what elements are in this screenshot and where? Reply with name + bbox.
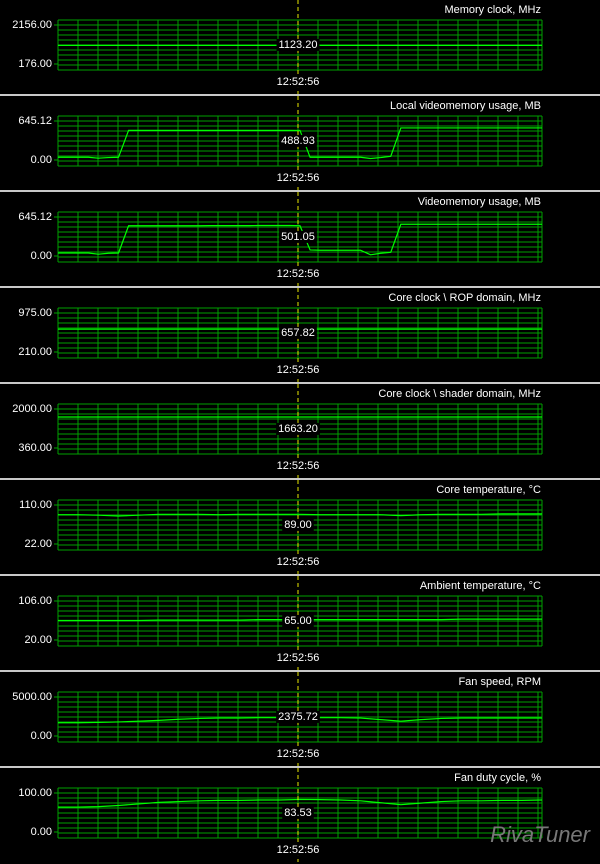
trace bbox=[58, 223, 542, 256]
graph-panel: 176.00 2156.00 Memory clock, MHz 1123.20 12:… bbox=[0, 0, 600, 96]
trace bbox=[58, 513, 542, 517]
cursor-time: 12:52:56 bbox=[277, 172, 320, 184]
cursor-value: 89.00 bbox=[284, 519, 312, 531]
y-tick-label: 975.00 bbox=[18, 307, 52, 319]
graph-panel: 0.00 645.12 Local videomemory usage, MB 488… bbox=[0, 96, 600, 192]
cursor-time: 12:52:56 bbox=[277, 556, 320, 568]
y-tick-label: 645.12 bbox=[18, 115, 52, 127]
label-background bbox=[279, 134, 317, 147]
label-background bbox=[274, 555, 322, 568]
label-background bbox=[274, 651, 322, 664]
watermark: RivaTuner bbox=[490, 822, 592, 847]
graph-title: Core temperature, °C bbox=[436, 484, 541, 496]
graph-panel: 360.00 2000.00 Core clock \ shader domain,… bbox=[0, 384, 600, 480]
cursor-time: 12:52:56 bbox=[277, 844, 320, 856]
cursor-value: 1663.20 bbox=[278, 423, 318, 435]
label-background bbox=[274, 459, 322, 472]
trace bbox=[58, 798, 543, 808]
graph-title: Core clock \ shader domain, MHz bbox=[378, 388, 541, 400]
y-tick-label: 2000.00 bbox=[12, 403, 52, 415]
label-background bbox=[282, 614, 314, 627]
y-tick-label: 645.12 bbox=[18, 211, 52, 223]
label-background bbox=[274, 747, 322, 760]
label-background bbox=[276, 38, 320, 51]
y-tick-label: 360.00 bbox=[18, 442, 52, 454]
graph-title: Local videomemory usage, MB bbox=[390, 100, 541, 112]
trace bbox=[58, 127, 542, 160]
cursor-time: 12:52:56 bbox=[277, 364, 320, 376]
graph-title: Fan speed, RPM bbox=[458, 676, 541, 688]
y-tick-label: 2156.00 bbox=[12, 19, 52, 31]
y-tick-label: 0.00 bbox=[31, 826, 52, 838]
cursor-value: 2375.72 bbox=[278, 711, 318, 723]
y-tick-label: 210.00 bbox=[18, 346, 52, 358]
label-background bbox=[282, 806, 314, 819]
label-background bbox=[274, 843, 322, 856]
cursor-time: 12:52:56 bbox=[277, 76, 320, 88]
label-background bbox=[274, 363, 322, 376]
cursor-value: 657.82 bbox=[281, 327, 315, 339]
cursor-time: 12:52:56 bbox=[277, 460, 320, 472]
cursor-value: 1123.20 bbox=[279, 39, 318, 51]
graph-panel: 20.00 106.00 Ambient temperature, °C 65.00 1… bbox=[0, 576, 600, 672]
label-background bbox=[279, 326, 317, 339]
label-background bbox=[274, 171, 322, 184]
y-tick-label: 22.00 bbox=[24, 538, 52, 550]
y-tick-label: 176.00 bbox=[18, 58, 52, 70]
cursor-value: 83.53 bbox=[284, 807, 312, 819]
graph-panel: 0.00 100.00 Fan duty cycle, % 83.53 12:52:56 bbox=[18, 768, 543, 862]
graph-panel: 22.00 110.00 Core temperature, °C 89.00 12:5… bbox=[0, 480, 600, 576]
cursor-time: 12:52:56 bbox=[277, 652, 320, 664]
cursor-time: 12:52:56 bbox=[277, 748, 320, 760]
y-tick-label: 5000.00 bbox=[12, 691, 52, 703]
y-tick-label: 0.00 bbox=[31, 250, 52, 262]
cursor-value: 488.93 bbox=[281, 135, 315, 147]
y-tick-label: 0.00 bbox=[31, 730, 52, 742]
label-background bbox=[276, 422, 320, 435]
label-background bbox=[279, 230, 317, 243]
label-background bbox=[282, 518, 314, 531]
cursor-value: 65.00 bbox=[284, 615, 312, 627]
cursor-value: 501.05 bbox=[281, 231, 315, 243]
label-background bbox=[276, 710, 320, 723]
y-tick-label: 100.00 bbox=[18, 787, 52, 799]
y-tick-label: 110.00 bbox=[19, 499, 52, 511]
graph-title: Fan duty cycle, % bbox=[454, 772, 541, 784]
graph-title: Memory clock, MHz bbox=[444, 4, 541, 16]
y-tick-label: 106.00 bbox=[18, 595, 52, 607]
graph-panel: 0.00 645.12 Videomemory usage, MB 501.05 12:… bbox=[0, 192, 600, 288]
cursor-time: 12:52:56 bbox=[277, 268, 320, 280]
graph-panel: 210.00 975.00 Core clock \ ROP domain, MHz… bbox=[0, 288, 600, 384]
graph-title: Videomemory usage, MB bbox=[418, 196, 541, 208]
graph-title: Core clock \ ROP domain, MHz bbox=[388, 292, 541, 304]
label-background bbox=[274, 75, 322, 88]
label-background bbox=[274, 267, 322, 280]
y-tick-label: 20.00 bbox=[24, 634, 52, 646]
y-tick-label: 0.00 bbox=[31, 154, 52, 166]
graph-panel: 0.00 5000.00 Fan speed, RPM 2375.72 12:52:56 bbox=[0, 672, 600, 768]
graph-title: Ambient temperature, °C bbox=[420, 580, 541, 592]
